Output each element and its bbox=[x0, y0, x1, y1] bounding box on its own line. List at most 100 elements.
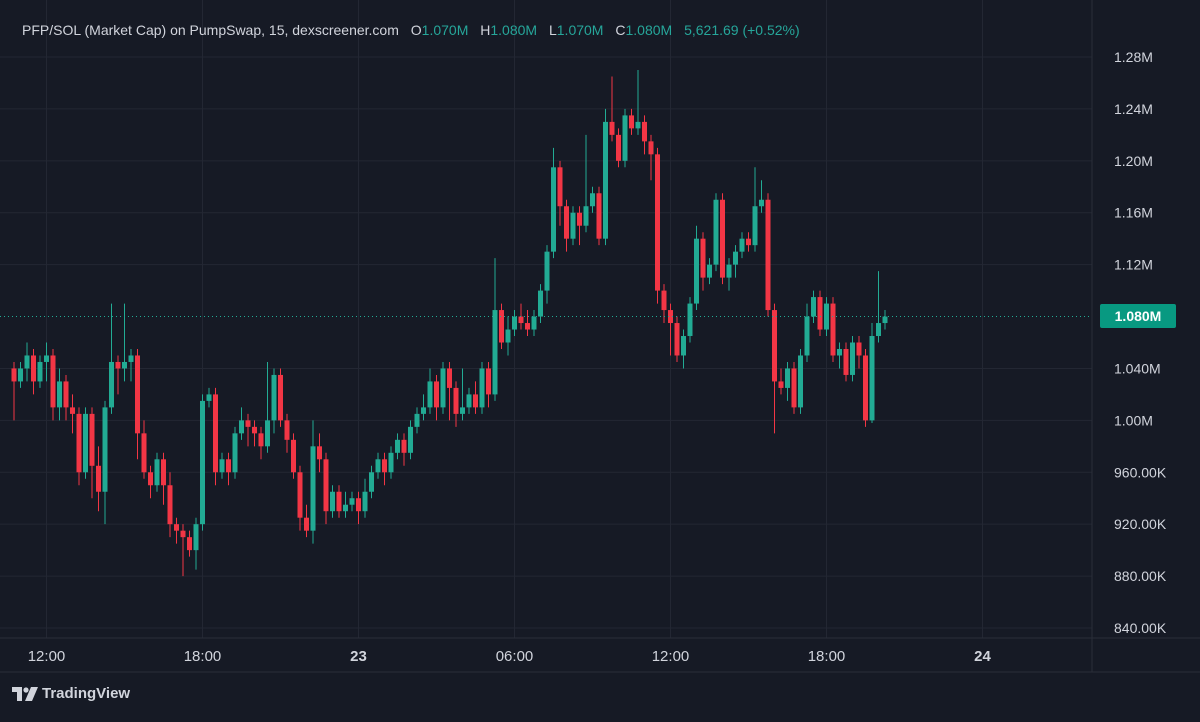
candle bbox=[512, 310, 517, 337]
x-tick-label: 06:00 bbox=[496, 648, 534, 665]
candle-body bbox=[460, 407, 465, 414]
candle-body bbox=[291, 439, 296, 473]
candle bbox=[24, 342, 30, 382]
x-tick-label: 12:00 bbox=[28, 648, 66, 665]
candle bbox=[798, 348, 803, 414]
candle-body bbox=[642, 121, 647, 142]
candle bbox=[115, 355, 121, 395]
candle bbox=[869, 323, 875, 423]
candle bbox=[57, 368, 62, 421]
candle bbox=[772, 303, 777, 434]
legend-high-value: 1.080M bbox=[490, 22, 538, 38]
candle-body bbox=[50, 355, 56, 408]
candle-body bbox=[102, 407, 108, 492]
candle-body bbox=[128, 355, 134, 362]
candle-body bbox=[395, 439, 400, 453]
candle-body bbox=[96, 465, 101, 492]
candle bbox=[362, 478, 368, 518]
candle bbox=[219, 452, 225, 479]
x-axis-ticks: 12:00 18:00 23 06:00 12:00 18:00 24 bbox=[28, 648, 992, 665]
candle bbox=[824, 297, 829, 337]
candle-body bbox=[109, 361, 114, 408]
candle-body bbox=[76, 413, 82, 473]
legend-change: 5,621.69 (+0.52%) bbox=[684, 22, 800, 38]
candle-body bbox=[746, 238, 751, 246]
candle bbox=[382, 452, 387, 486]
candle-body bbox=[486, 368, 491, 395]
candle bbox=[148, 465, 153, 499]
candle bbox=[720, 193, 725, 285]
candle bbox=[739, 232, 745, 259]
candle bbox=[154, 452, 160, 492]
legend-open-key: O bbox=[410, 22, 422, 38]
legend-symbol: PFP/SOL (Market Cap) on PumpSwap, 15, de… bbox=[22, 22, 399, 38]
candle-body bbox=[434, 381, 439, 408]
candle-body bbox=[590, 193, 595, 207]
candle bbox=[473, 381, 478, 414]
candle bbox=[785, 361, 790, 401]
last-price-label: 1.080M bbox=[1100, 304, 1176, 328]
candle-body bbox=[817, 297, 823, 330]
candle-body bbox=[343, 504, 348, 512]
candle bbox=[89, 407, 95, 499]
candle bbox=[135, 348, 140, 460]
candle bbox=[167, 472, 173, 538]
candle-body bbox=[791, 368, 797, 408]
candle-body bbox=[89, 413, 95, 466]
candle bbox=[713, 193, 719, 272]
candle-body bbox=[609, 121, 615, 135]
y-tick-label: 920.00K bbox=[1114, 516, 1167, 532]
candle-body bbox=[648, 141, 654, 155]
candle bbox=[206, 387, 212, 408]
candle-body bbox=[57, 381, 62, 408]
candle-body bbox=[226, 459, 231, 473]
candle-body bbox=[265, 420, 270, 447]
candle bbox=[271, 368, 277, 434]
candle bbox=[505, 316, 511, 356]
candle bbox=[817, 290, 823, 337]
candle-body bbox=[122, 361, 127, 369]
candle bbox=[141, 420, 147, 479]
candle bbox=[330, 485, 335, 518]
candle-body bbox=[655, 154, 660, 291]
candle bbox=[414, 407, 420, 434]
axes bbox=[0, 0, 1200, 673]
candle-body bbox=[492, 310, 498, 395]
candle bbox=[102, 400, 108, 525]
candle-body bbox=[531, 316, 537, 330]
legend-close-key: C bbox=[615, 22, 626, 38]
candle-body bbox=[557, 167, 563, 207]
candle-body bbox=[18, 368, 23, 382]
candle bbox=[499, 303, 504, 349]
candle-body bbox=[284, 420, 290, 440]
chart-legend: PFP/SOL (Market Cap) on PumpSwap, 15, de… bbox=[22, 22, 800, 38]
candle bbox=[837, 342, 842, 369]
candle bbox=[76, 407, 82, 486]
candle bbox=[460, 368, 465, 421]
candle-body bbox=[499, 310, 504, 343]
candle-body bbox=[804, 316, 810, 356]
candle-body bbox=[148, 472, 153, 486]
candle bbox=[369, 465, 374, 499]
candle-body bbox=[681, 336, 686, 356]
candle bbox=[577, 206, 582, 246]
candle-body bbox=[668, 310, 673, 324]
candle bbox=[427, 368, 433, 414]
candle-body bbox=[479, 368, 485, 408]
candle bbox=[804, 303, 810, 362]
tradingview-brand[interactable]: TradingView bbox=[12, 685, 130, 702]
candle-body bbox=[616, 134, 621, 161]
candle bbox=[421, 394, 426, 421]
candle-body bbox=[726, 264, 732, 278]
candle bbox=[616, 128, 621, 168]
candle-body bbox=[330, 491, 335, 512]
candle bbox=[11, 361, 17, 421]
candle bbox=[863, 348, 868, 427]
candle-body bbox=[674, 323, 680, 356]
candle bbox=[765, 193, 771, 317]
candle bbox=[453, 381, 459, 427]
candle-body bbox=[661, 290, 667, 311]
candle bbox=[83, 407, 88, 479]
